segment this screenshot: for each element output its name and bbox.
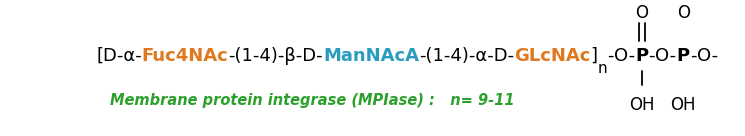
Text: -(1-4)-β-D-: -(1-4)-β-D-: [229, 47, 323, 65]
Text: -O-: -O-: [690, 47, 718, 65]
Text: -(1-4)-α-D-: -(1-4)-α-D-: [419, 47, 514, 65]
Text: -O-: -O-: [607, 47, 635, 65]
Text: ManNAcA: ManNAcA: [323, 47, 419, 65]
Text: Fuc4NAc: Fuc4NAc: [142, 47, 229, 65]
Text: O: O: [635, 4, 648, 21]
Text: n: n: [597, 61, 607, 76]
Text: P: P: [635, 47, 648, 65]
Text: [D-α-: [D-α-: [96, 47, 142, 65]
Text: OH: OH: [630, 96, 655, 114]
Text: -O-: -O-: [648, 47, 676, 65]
Text: GLcNAc: GLcNAc: [514, 47, 591, 65]
Text: OH: OH: [670, 96, 696, 114]
Text: ]: ]: [591, 47, 597, 65]
Text: Membrane protein integrase (MPIase) :   n= 9-11: Membrane protein integrase (MPIase) : n=…: [110, 93, 515, 109]
Text: P: P: [676, 47, 690, 65]
Text: O: O: [676, 4, 690, 21]
